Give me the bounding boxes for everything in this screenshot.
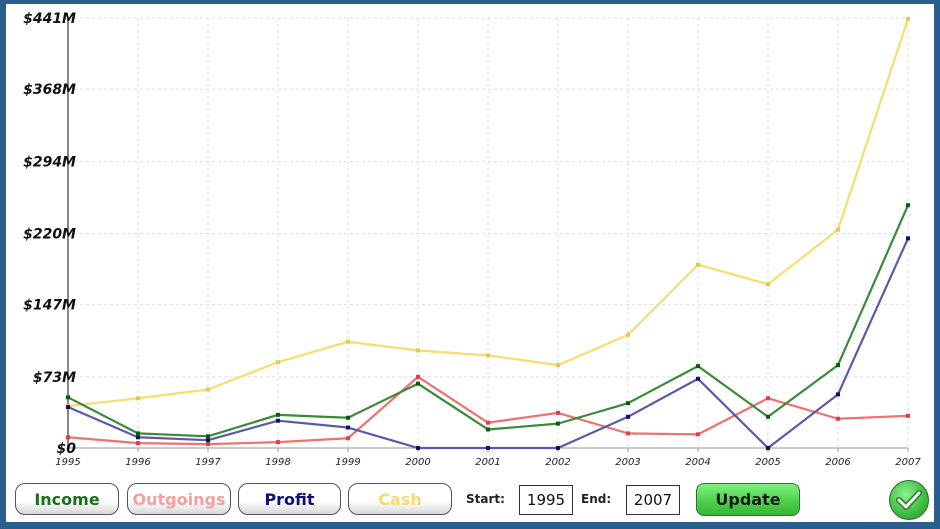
data-point	[766, 414, 770, 419]
data-point	[696, 432, 700, 437]
checkmark-icon	[896, 490, 922, 510]
end-label: End:	[581, 492, 612, 506]
outgoings-toggle-button[interactable]: Outgoings	[127, 483, 231, 515]
profit-button-label: Profit	[264, 490, 315, 509]
update-button[interactable]: Update	[696, 483, 800, 516]
data-point	[276, 412, 280, 417]
series-income	[66, 203, 910, 439]
x-tick-label: 1998	[265, 457, 290, 468]
data-point	[556, 363, 560, 368]
data-point	[906, 236, 910, 241]
outgoings-button-label: Outgoings	[132, 490, 226, 509]
grid-lines	[68, 17, 909, 448]
data-point	[556, 410, 560, 415]
data-point	[276, 440, 280, 445]
series-profit	[66, 236, 910, 450]
data-point	[906, 413, 910, 418]
data-point	[836, 227, 840, 232]
start-label: Start:	[466, 492, 505, 506]
data-point	[486, 420, 490, 425]
x-tick-label: 2002	[545, 457, 570, 468]
data-point	[206, 438, 210, 443]
data-point	[136, 431, 140, 436]
x-tick-label: 2007	[895, 457, 921, 468]
data-point	[136, 396, 140, 401]
data-point	[486, 446, 490, 450]
data-point	[556, 446, 560, 450]
x-tick-label: 1995	[55, 457, 80, 468]
line-chart: $0 $73M $147M $220M $294M $368M $441M 1995 1996…	[23, 11, 921, 468]
x-tick-label: 2000	[405, 457, 430, 468]
data-point	[206, 442, 210, 447]
data-point	[346, 339, 350, 344]
y-axis-labels: $0 $73M $147M $220M $294M $368M $441M	[23, 11, 76, 457]
data-point	[836, 416, 840, 421]
cash-toggle-button[interactable]: Cash	[348, 483, 452, 515]
y-tick-label: $441M	[23, 11, 76, 27]
x-tick-label: 2004	[685, 457, 710, 468]
data-point	[906, 16, 910, 21]
data-point	[626, 431, 630, 436]
data-point	[346, 436, 350, 441]
y-tick-label: $73M	[33, 370, 76, 386]
start-year-input[interactable]: 1995	[519, 485, 573, 515]
data-point	[906, 203, 910, 208]
x-tick-label: 2003	[615, 457, 640, 468]
chart-panel	[6, 4, 934, 522]
x-tick-label: 1997	[195, 457, 221, 468]
data-point	[626, 332, 630, 337]
data-point	[696, 364, 700, 369]
end-year-input[interactable]: 2007	[626, 485, 680, 515]
data-point	[766, 282, 770, 287]
data-point	[66, 435, 70, 440]
data-point	[766, 446, 770, 450]
series-outgoings	[66, 374, 910, 447]
x-tick-label: 2005	[755, 457, 780, 468]
data-point	[206, 387, 210, 392]
data-point	[416, 381, 420, 386]
data-point	[836, 363, 840, 368]
data-point	[626, 414, 630, 419]
data-point	[136, 435, 140, 440]
data-point	[626, 401, 630, 406]
income-button-label: Income	[34, 490, 100, 509]
data-point	[136, 441, 140, 446]
x-tick-label: 2006	[825, 457, 850, 468]
y-tick-label: $147M	[23, 298, 76, 314]
data-point	[66, 405, 70, 410]
data-point	[416, 374, 420, 379]
data-point	[416, 348, 420, 353]
ok-button[interactable]	[889, 480, 929, 520]
x-tick-label: 1999	[335, 457, 360, 468]
data-point	[346, 415, 350, 420]
data-point	[276, 360, 280, 365]
y-tick-label: $0	[57, 441, 77, 457]
data-point	[766, 396, 770, 401]
data-point	[556, 421, 560, 426]
y-tick-label: $368M	[23, 82, 76, 98]
y-tick-label: $294M	[23, 154, 76, 170]
x-axis-labels: 1995 1996 1997 1998 1999 2000 2001 2002 2003 2004…	[55, 457, 921, 468]
data-point	[486, 427, 490, 432]
x-tick-label: 2001	[475, 457, 500, 468]
data-point	[486, 353, 490, 358]
y-tick-label: $220M	[23, 226, 76, 242]
data-point	[346, 425, 350, 430]
data-point	[696, 262, 700, 267]
data-point	[206, 434, 210, 439]
profit-toggle-button[interactable]: Profit	[238, 483, 341, 515]
data-point	[836, 392, 840, 397]
x-tick-label: 1996	[125, 457, 150, 468]
data-point	[66, 395, 70, 400]
series-lines	[66, 16, 910, 450]
data-point	[696, 376, 700, 381]
income-toggle-button[interactable]: Income	[15, 483, 119, 515]
cash-button-label: Cash	[378, 490, 422, 509]
data-point	[416, 446, 420, 450]
data-point	[276, 418, 280, 423]
